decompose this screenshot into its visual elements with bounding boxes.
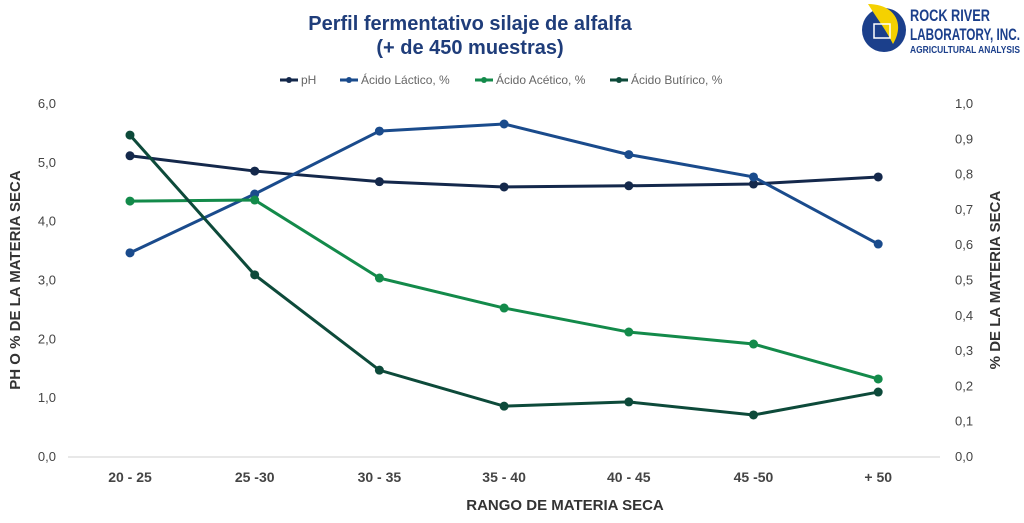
y2-tick-label: 0,0 — [955, 449, 973, 464]
data-point — [624, 397, 634, 407]
data-point — [125, 151, 135, 161]
legend-label-0: pH — [301, 73, 316, 87]
legend-marker-1 — [346, 77, 352, 83]
data-point — [749, 179, 758, 189]
data-point — [749, 172, 758, 182]
series-line-3 — [128, 134, 879, 417]
logo-square-icon — [873, 23, 891, 39]
data-point — [499, 119, 509, 129]
data-point — [250, 270, 260, 280]
chart-title-line2: (+ de 450 muestras) — [376, 37, 563, 59]
logo-line1: ROCK RIVER — [910, 6, 990, 25]
legend-label-1: Ácido Láctico, % — [361, 72, 450, 87]
x-tick-label: 35 - 40 — [482, 469, 526, 485]
logo: ROCK RIVER LABORATORY, INC. AGRICULTURAL… — [862, 4, 1020, 56]
y-tick-label: 4,0 — [38, 214, 56, 229]
data-point — [624, 327, 634, 337]
x-tick-label: + 50 — [864, 469, 892, 485]
y-tick-label: 3,0 — [38, 273, 56, 288]
x-axis-label: RANGO DE MATERIA SECA — [466, 497, 664, 514]
data-point — [624, 150, 634, 160]
data-point — [873, 374, 883, 384]
y2-axis-label: % DE LA MATERIA SECA — [987, 191, 1004, 370]
legend-marker-3 — [616, 77, 622, 83]
data-point — [374, 273, 384, 283]
data-point — [749, 410, 758, 420]
legend-label-3: Ácido Butírico, % — [631, 72, 723, 87]
series-lines — [125, 119, 883, 420]
series-line-2 — [129, 198, 879, 381]
x-tick-label: 20 - 25 — [108, 469, 152, 485]
y2-tick-label: 0,6 — [955, 237, 973, 252]
data-point — [125, 196, 135, 206]
data-point — [499, 401, 509, 411]
x-tick-label: 30 - 35 — [358, 469, 402, 485]
data-point — [125, 248, 135, 258]
logo-line3: AGRICULTURAL ANALYSIS — [910, 45, 1020, 56]
data-point — [125, 130, 135, 140]
data-point — [873, 387, 883, 397]
y-tick-label: 0,0 — [38, 449, 56, 464]
x-tick-label: 40 - 45 — [607, 469, 651, 485]
data-point — [873, 239, 883, 249]
data-point — [374, 177, 384, 187]
y2-tick-label: 0,2 — [955, 378, 973, 393]
data-point — [499, 182, 509, 192]
chart-title-line1: Perfil fermentativo silaje de alfalfa — [308, 13, 632, 35]
y2-tick-label: 0,3 — [955, 343, 973, 358]
data-point — [250, 166, 260, 176]
y2-tick-label: 0,9 — [955, 131, 973, 146]
legend: pH Ácido Láctico, % Ácido Acético, % Ácido … — [280, 72, 723, 87]
y-tick-label: 1,0 — [38, 390, 56, 405]
data-point — [250, 195, 260, 205]
legend-marker-2 — [481, 77, 487, 83]
legend-label-2: Ácido Acético, % — [496, 72, 586, 87]
y2-tick-label: 0,8 — [955, 167, 973, 182]
y2-tick-label: 0,7 — [955, 202, 973, 217]
y2-tick-label: 0,1 — [955, 414, 973, 429]
y2-tick-label: 0,4 — [955, 308, 973, 323]
x-tick-label: 25 -30 — [235, 469, 275, 485]
x-tick-label: 45 -50 — [734, 469, 774, 485]
y-tick-label: 2,0 — [38, 331, 56, 346]
data-point — [873, 172, 883, 182]
legend-marker-0 — [286, 77, 292, 83]
data-point — [624, 181, 634, 191]
y2-tick-label: 1,0 — [955, 96, 973, 111]
y-tick-label: 6,0 — [38, 96, 56, 111]
data-point — [374, 126, 384, 136]
logo-line2: LABORATORY, INC. — [910, 25, 1020, 44]
y-tick-label: 5,0 — [38, 155, 56, 170]
tick-labels: 0,0 1,0 2,0 3,0 4,0 5,0 6,0 0,0 0,1 0,2 0,3 0,4 0,5 0… — [38, 96, 973, 485]
data-point — [374, 365, 384, 375]
data-point — [499, 303, 509, 313]
y2-tick-label: 0,5 — [955, 273, 973, 288]
y-axis-label: PH O % DE LA MATERIA SECA — [7, 170, 24, 390]
data-point — [749, 339, 758, 349]
